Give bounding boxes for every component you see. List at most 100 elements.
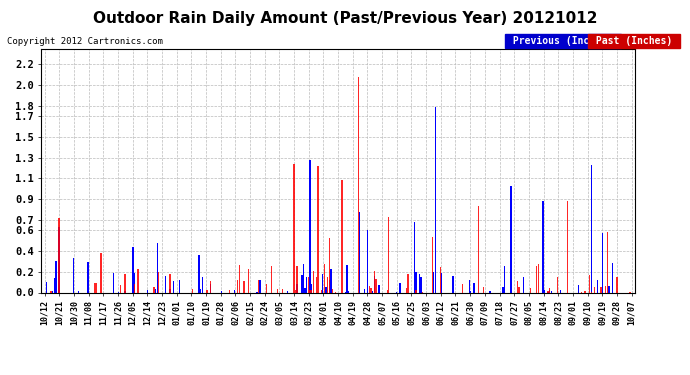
Bar — [600, 287, 602, 292]
Bar — [538, 264, 539, 292]
Bar — [179, 280, 180, 292]
Bar — [594, 287, 595, 292]
Bar — [266, 284, 267, 292]
Bar — [328, 280, 330, 292]
Bar — [153, 287, 155, 292]
Bar — [55, 261, 57, 292]
Bar — [113, 273, 115, 292]
Bar — [597, 280, 598, 292]
Bar — [270, 266, 272, 292]
Bar — [435, 107, 436, 292]
Bar — [357, 77, 359, 292]
Bar — [313, 271, 314, 292]
Bar — [157, 243, 158, 292]
Bar — [441, 273, 442, 292]
Bar — [158, 272, 159, 292]
Bar — [483, 287, 484, 292]
Bar — [59, 218, 60, 292]
Bar — [277, 289, 279, 292]
Bar — [248, 269, 250, 292]
Bar — [328, 238, 330, 292]
Bar — [551, 291, 552, 292]
Text: Past (Inches): Past (Inches) — [590, 36, 678, 46]
Bar — [375, 279, 377, 292]
Bar — [422, 291, 423, 292]
Bar — [46, 282, 47, 292]
Bar — [54, 278, 55, 292]
Bar — [201, 277, 203, 292]
Bar — [607, 232, 608, 292]
Bar — [316, 277, 317, 292]
Bar — [124, 274, 126, 292]
Bar — [210, 282, 211, 292]
Bar — [578, 285, 579, 292]
Bar — [311, 284, 312, 292]
Bar — [137, 269, 139, 292]
Bar — [440, 267, 441, 292]
Bar — [478, 206, 480, 292]
Bar — [134, 273, 135, 292]
Bar — [311, 290, 312, 292]
Bar — [309, 160, 310, 292]
Bar — [530, 288, 531, 292]
Bar — [332, 289, 333, 292]
Bar — [589, 274, 591, 292]
Bar — [234, 291, 235, 292]
Bar — [256, 291, 257, 292]
Bar — [348, 291, 349, 292]
Bar — [321, 290, 322, 292]
Bar — [371, 288, 372, 292]
Bar — [453, 276, 454, 292]
Bar — [100, 253, 101, 292]
Bar — [544, 290, 545, 292]
Bar — [549, 291, 550, 292]
Bar — [165, 276, 166, 292]
Bar — [469, 280, 470, 292]
Bar — [293, 164, 295, 292]
Bar — [210, 284, 211, 292]
Bar — [303, 264, 304, 292]
Bar — [359, 211, 360, 292]
Text: Previous (Inches): Previous (Inches) — [507, 36, 619, 46]
Bar — [504, 266, 505, 292]
Bar — [229, 290, 230, 292]
Bar — [306, 277, 307, 292]
Bar — [378, 285, 380, 292]
Bar — [304, 288, 306, 292]
Bar — [388, 217, 389, 292]
Bar — [536, 266, 538, 292]
Bar — [605, 286, 607, 292]
Bar — [616, 277, 618, 292]
Bar — [542, 201, 544, 292]
Text: Copyright 2012 Cartronics.com: Copyright 2012 Cartronics.com — [7, 38, 163, 46]
Bar — [489, 291, 491, 292]
Bar — [584, 291, 586, 292]
Bar — [78, 291, 79, 292]
Bar — [473, 284, 475, 292]
Bar — [297, 266, 298, 292]
Bar — [237, 280, 238, 292]
Bar — [124, 291, 126, 292]
Bar — [431, 237, 433, 292]
Bar — [309, 290, 310, 292]
Bar — [88, 262, 89, 292]
Bar — [400, 284, 401, 292]
Bar — [322, 274, 324, 292]
Bar — [346, 265, 348, 292]
Bar — [327, 278, 328, 292]
Bar — [119, 285, 121, 292]
Bar — [239, 265, 240, 292]
Bar — [560, 290, 562, 292]
Bar — [295, 290, 296, 292]
Bar — [342, 180, 343, 292]
Bar — [324, 264, 325, 292]
Bar — [206, 290, 208, 292]
Bar — [192, 289, 193, 292]
Bar — [609, 286, 610, 292]
Bar — [602, 233, 603, 292]
Bar — [50, 291, 52, 292]
Bar — [406, 288, 407, 292]
Bar — [415, 290, 417, 292]
Bar — [282, 289, 284, 292]
Bar — [258, 280, 259, 292]
